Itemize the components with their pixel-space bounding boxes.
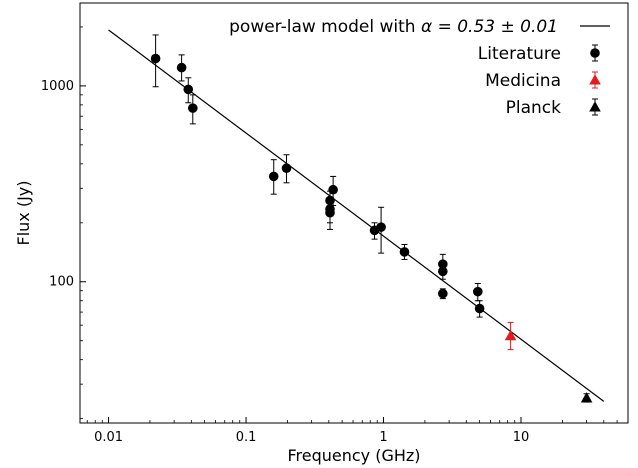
legend-model-label-prefix: power-law model with <box>229 17 421 37</box>
legend-model-label-math: α = 0.53 ± 0.01 <box>421 17 558 37</box>
y-tick-label: 1000 <box>41 79 74 94</box>
x-tick-label: 10 <box>513 430 530 445</box>
y-tick-label: 100 <box>49 275 74 290</box>
data-points <box>150 34 593 403</box>
legend: power-law model with α = 0.53 ± 0.01 Lite… <box>229 17 610 118</box>
literature-point <box>473 286 483 297</box>
literature-point <box>474 303 485 314</box>
legend-medicina-label: Medicina <box>485 71 561 91</box>
medicina-point <box>504 329 517 341</box>
plot-frame <box>79 2 629 424</box>
literature-point <box>328 184 338 195</box>
literature-point <box>176 62 187 73</box>
x-tick-label: 1 <box>379 430 387 445</box>
y-axis-label: Flux (Jy) <box>14 180 33 245</box>
x-tick-label: 0.1 <box>236 430 257 445</box>
literature-point <box>187 103 198 113</box>
literature-point <box>376 222 386 232</box>
x-axis-label: Frequency (GHz) <box>287 446 420 465</box>
legend-model-label: power-law model with α = 0.53 ± 0.01 <box>229 17 558 37</box>
legend-literature-label: Literature <box>478 44 561 64</box>
legend-planck-label: Planck <box>506 98 562 118</box>
literature-point <box>281 163 292 173</box>
axis-ticks: 0.01 0.1 1 10 100 1000 <box>41 26 618 445</box>
legend-planck-marker <box>589 101 601 112</box>
literature-point <box>183 84 194 95</box>
legend-medicina-marker <box>589 74 601 85</box>
literature-point <box>268 171 279 182</box>
literature-point <box>438 266 448 277</box>
legend-literature-marker <box>590 48 600 58</box>
x-tick-label: 0.01 <box>94 430 123 445</box>
literature-point <box>325 207 335 218</box>
literature-point <box>438 288 448 299</box>
planck-point <box>580 392 593 403</box>
literature-point <box>150 53 161 64</box>
literature-point <box>399 247 410 257</box>
